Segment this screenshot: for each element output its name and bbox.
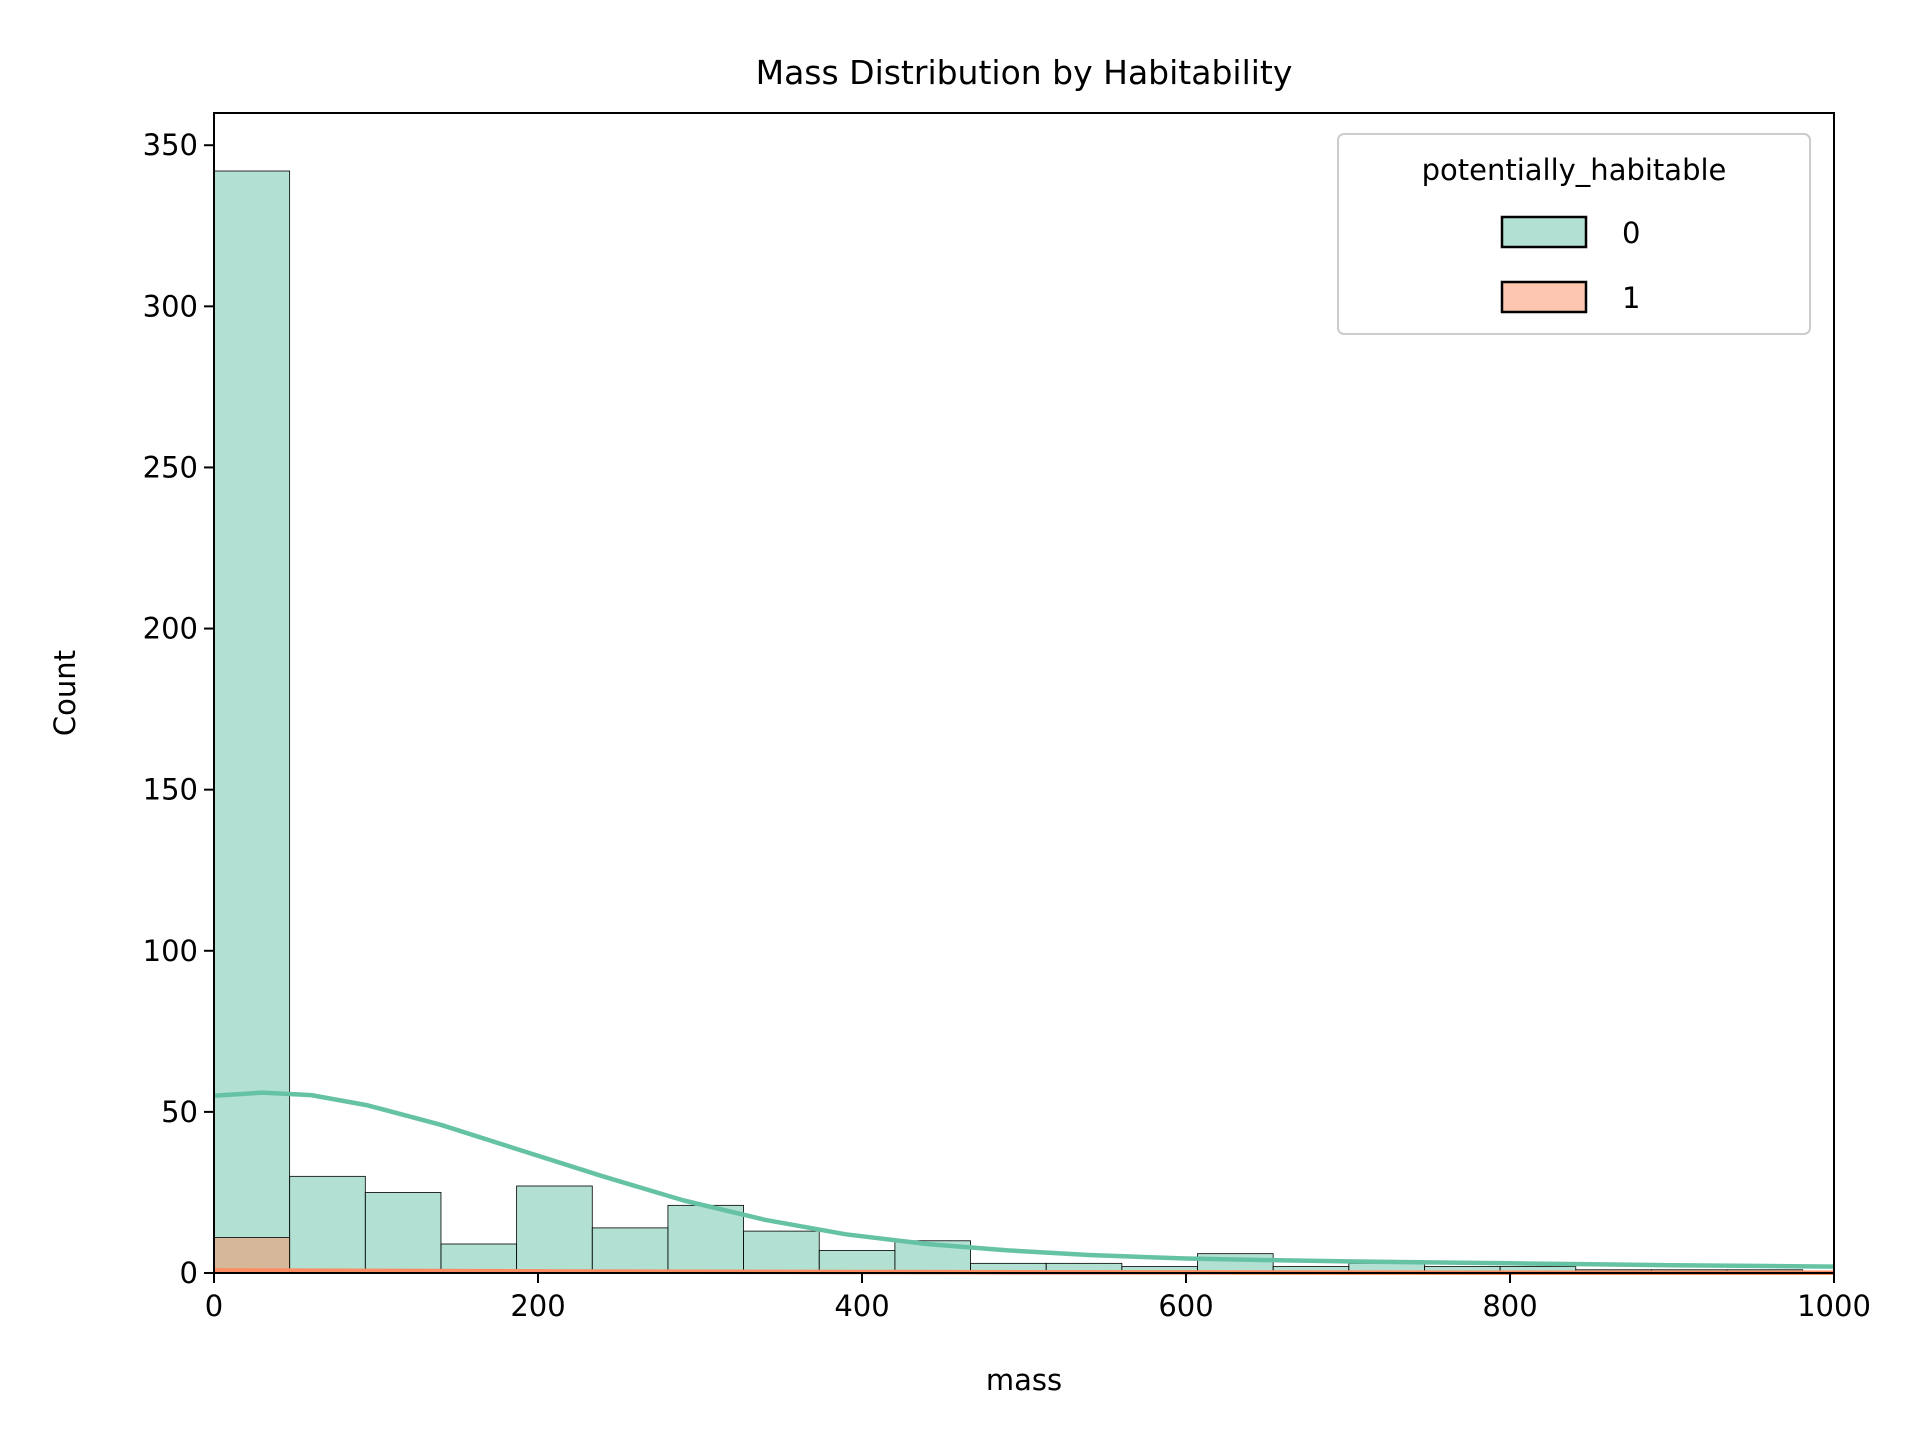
legend-label-1: 1 [1622,281,1640,315]
y-tick-label: 50 [161,1095,198,1129]
x-tick-label: 800 [1482,1289,1537,1323]
bar-series-0-bin-8 [818,1250,896,1274]
y-tick-label: 250 [143,450,198,484]
bar-series-0-bin-2 [364,1192,442,1274]
bar-series-0-bin-7 [743,1230,820,1274]
legend-title: potentially_habitable [1422,153,1727,187]
legend-swatch-1 [1500,280,1588,314]
kde-line-series-0 [213,1090,1835,1269]
bar-series-0-bin-1 [289,1175,366,1274]
legend-swatch-0 [1500,215,1588,249]
bar-series-0-bin-13 [1197,1253,1274,1274]
chart-title: Mass Distribution by Habitability [756,53,1293,92]
legend-label-0: 0 [1622,216,1640,250]
plot-area-frame [213,112,1835,1274]
x-axis: 0 200 400 600 800 1000 [205,1273,1871,1323]
bar-series-1-bin-0 [213,1237,291,1274]
y-tick-label: 300 [143,289,198,323]
bar-series-0-bin-5 [591,1227,669,1274]
bar-series-0-bin-3 [440,1243,518,1274]
bar-series-0-bin-0 [213,170,291,1274]
x-axis-label: mass [986,1363,1062,1397]
y-tick-label: 150 [143,773,198,807]
y-tick-label: 100 [143,934,198,968]
y-tick-label: 350 [143,128,198,162]
x-tick-label: 200 [510,1289,565,1323]
legend: potentially_habitable 0 1 [1337,133,1811,335]
x-tick-label: 1000 [1797,1289,1871,1323]
y-axis: 0 50 100 150 200 250 300 350 [143,128,214,1290]
x-tick-label: 600 [1158,1289,1213,1323]
bar-series-0-bin-4 [516,1185,593,1274]
x-tick-label: 400 [834,1289,889,1323]
x-tick-label: 0 [205,1289,223,1323]
y-tick-label: 0 [180,1256,198,1290]
bars-layer [213,170,1804,1274]
y-axis-label: Count [48,650,82,736]
y-tick-label: 200 [143,612,198,646]
bar-series-0-bin-6 [667,1204,744,1274]
